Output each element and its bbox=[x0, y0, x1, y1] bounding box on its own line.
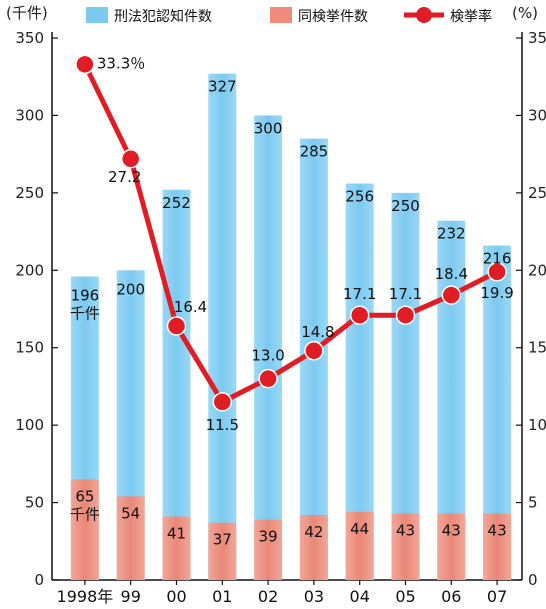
right-tick-label: 10 bbox=[528, 416, 546, 434]
rate-line-path bbox=[82, 63, 499, 405]
rate-point bbox=[212, 392, 233, 412]
legend: 刑法犯認知件数 同検挙件数 検挙率 bbox=[86, 7, 492, 25]
arrest-value-label: 42 bbox=[304, 523, 323, 541]
x-tick-label: 03 bbox=[304, 587, 324, 604]
right-tick-label: 35 bbox=[528, 29, 546, 47]
rate-point bbox=[487, 262, 507, 282]
legend-label: 刑法犯認知件数 bbox=[114, 8, 212, 25]
arrest-value-label: 44 bbox=[350, 520, 369, 538]
x-tick-label: 00 bbox=[166, 587, 186, 604]
crime-value-label: 327 bbox=[208, 78, 237, 96]
arrest-bar bbox=[437, 513, 466, 580]
legend-swatch bbox=[86, 7, 108, 23]
left-tick-label: 250 bbox=[15, 184, 44, 202]
arrest-value-label: 39 bbox=[259, 528, 278, 546]
rate-line bbox=[75, 54, 507, 412]
left-tick-label: 50 bbox=[25, 494, 44, 512]
arrest-bar bbox=[254, 519, 283, 580]
rate-value-label: 14.8 bbox=[301, 323, 334, 341]
x-tick-label: 06 bbox=[441, 587, 461, 604]
crime-unit-label: 千件 bbox=[70, 304, 100, 322]
arrest-bar bbox=[299, 514, 328, 580]
rate-point bbox=[304, 341, 324, 361]
right-tick-label: 0 bbox=[528, 571, 538, 589]
arrest-bar bbox=[70, 479, 99, 580]
crime-value-label: 252 bbox=[162, 194, 191, 212]
arrest-bar bbox=[483, 513, 512, 580]
rate-value-label: 19.9 bbox=[480, 284, 513, 302]
crime-value-label: 300 bbox=[254, 119, 283, 137]
rate-value-label: 33.3％ bbox=[97, 54, 145, 72]
right-axis-unit: (%) bbox=[512, 4, 538, 22]
x-tick-label: 1998年 bbox=[57, 587, 114, 604]
axes: 05010015020025030035005101520253035(千件)(… bbox=[6, 4, 546, 606]
left-tick-label: 0 bbox=[34, 571, 44, 589]
x-tick-label: 04 bbox=[350, 587, 370, 604]
right-tick-label: 15 bbox=[528, 339, 546, 357]
x-tick-label: 02 bbox=[258, 587, 278, 604]
arrest-value-label: 54 bbox=[121, 504, 140, 522]
crime-value-label: 285 bbox=[300, 143, 329, 161]
legend-label: 同検挙件数 bbox=[298, 9, 368, 25]
arrest-value-label: 41 bbox=[167, 525, 186, 543]
crime-value-label: 232 bbox=[437, 225, 466, 243]
rate-point bbox=[258, 368, 278, 389]
right-tick-label: 25 bbox=[528, 184, 546, 202]
arrest-value-label: 65 bbox=[75, 487, 94, 505]
rate-value-label: 27.2 bbox=[108, 168, 141, 186]
arrest-bar bbox=[162, 516, 191, 580]
x-tick-label: 07 bbox=[487, 587, 507, 604]
arrest-unit-label: 千件 bbox=[70, 505, 100, 523]
arrest-value-label: 37 bbox=[213, 531, 232, 549]
arrest-value-label: 43 bbox=[442, 521, 461, 539]
left-tick-label: 150 bbox=[15, 339, 44, 357]
rate-point bbox=[349, 305, 370, 325]
arrest-bar bbox=[208, 522, 237, 580]
crime-value-label: 250 bbox=[391, 197, 420, 215]
rate-value-label: 17.1 bbox=[389, 285, 422, 303]
right-tick-label: 5 bbox=[528, 494, 538, 512]
left-tick-label: 200 bbox=[15, 261, 44, 279]
x-tick-label: 01 bbox=[212, 587, 232, 604]
crime-value-label: 256 bbox=[345, 188, 374, 206]
legend-label: 検挙率 bbox=[450, 8, 492, 25]
legend-swatch bbox=[270, 7, 292, 23]
left-tick-label: 300 bbox=[15, 106, 44, 124]
bars bbox=[70, 73, 512, 581]
right-tick-label: 30 bbox=[528, 106, 546, 124]
left-axis-unit: (千件) bbox=[6, 4, 48, 22]
crime-bar bbox=[162, 189, 191, 580]
arrest-value-label: 43 bbox=[396, 521, 415, 539]
rate-point bbox=[441, 285, 462, 305]
arrest-bar bbox=[391, 513, 420, 580]
crime-value-label: 200 bbox=[116, 280, 145, 298]
rate-point bbox=[75, 54, 95, 75]
rate-value-label: 11.5 bbox=[206, 416, 239, 434]
rate-value-label: 17.1 bbox=[343, 285, 376, 303]
rate-value-label: 16.4 bbox=[174, 298, 207, 316]
right-tick-label: 20 bbox=[528, 261, 546, 279]
left-tick-label: 350 bbox=[15, 29, 44, 47]
arrest-bar bbox=[345, 511, 374, 580]
rate-value-label: 13.0 bbox=[251, 347, 284, 365]
rate-point bbox=[395, 305, 416, 325]
arrest-value-label: 43 bbox=[488, 521, 507, 539]
rate-point bbox=[120, 149, 141, 169]
rate-point bbox=[166, 316, 187, 336]
crime-bar bbox=[254, 115, 283, 580]
crime-value-label: 216 bbox=[483, 250, 512, 268]
crime-value-label: 196 bbox=[71, 286, 100, 304]
crime-bar bbox=[208, 73, 237, 581]
x-tick-label: 05 bbox=[395, 587, 415, 604]
legend-marker bbox=[416, 7, 432, 23]
arrest-bar bbox=[116, 496, 145, 580]
x-tick-label: 99 bbox=[121, 587, 141, 604]
left-tick-label: 100 bbox=[15, 416, 44, 434]
rate-value-label: 18.4 bbox=[435, 265, 468, 283]
